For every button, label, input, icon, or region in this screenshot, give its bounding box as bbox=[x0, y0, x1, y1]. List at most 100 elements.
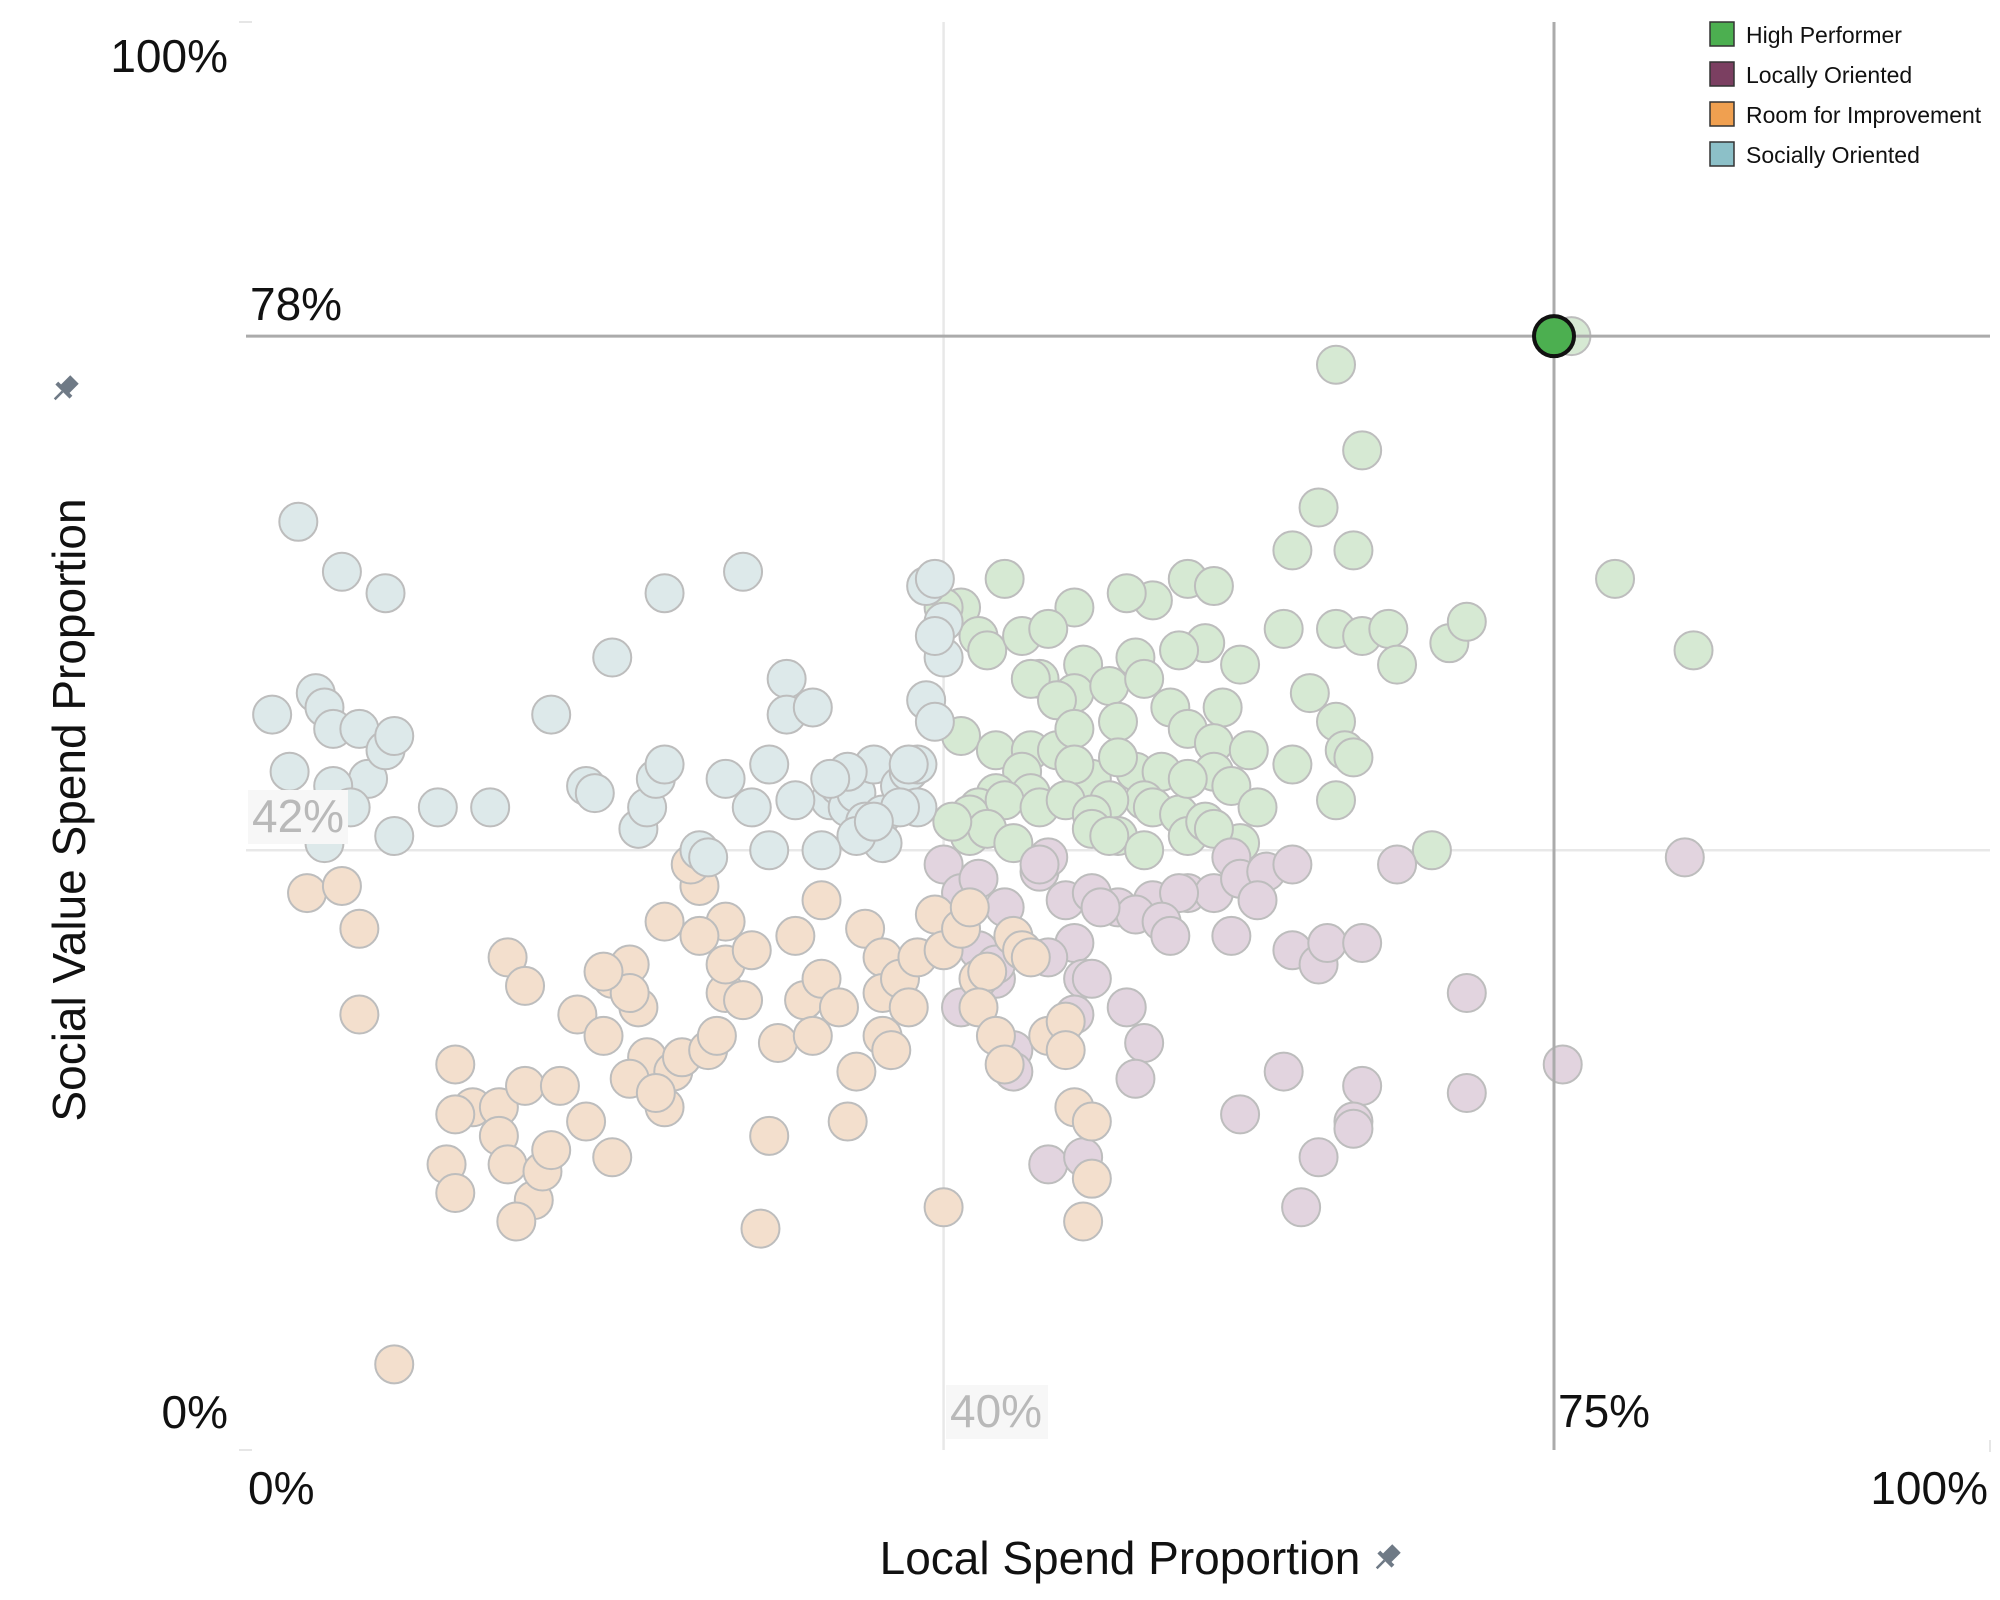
point-room-for-improvement[interactable] bbox=[731, 930, 772, 971]
point-room-for-improvement[interactable] bbox=[792, 1015, 833, 1056]
legend-item[interactable]: Room for Improvement bbox=[1709, 101, 1982, 128]
point-socially-oriented[interactable] bbox=[914, 558, 955, 599]
point-high-performer[interactable] bbox=[1411, 830, 1452, 871]
point-socially-oriented[interactable] bbox=[888, 744, 929, 785]
point-high-performer[interactable] bbox=[1673, 630, 1714, 671]
point-high-performer[interactable] bbox=[1159, 630, 1200, 671]
point-room-for-improvement[interactable] bbox=[496, 1201, 537, 1242]
point-room-for-improvement[interactable] bbox=[487, 1144, 528, 1185]
point-socially-oriented[interactable] bbox=[374, 716, 415, 756]
point-room-for-improvement[interactable] bbox=[723, 980, 764, 1021]
point-high-performer[interactable] bbox=[1124, 830, 1165, 871]
point-room-for-improvement[interactable] bbox=[644, 901, 685, 942]
point-socially-oriented[interactable] bbox=[723, 551, 764, 592]
point-socially-oriented[interactable] bbox=[914, 616, 955, 657]
point-locally-oriented[interactable] bbox=[1342, 1065, 1383, 1106]
point-room-for-improvement[interactable] bbox=[339, 908, 380, 949]
point-locally-oriented[interactable] bbox=[1446, 973, 1487, 1014]
point-high-performer[interactable] bbox=[1272, 744, 1313, 785]
point-high-performer[interactable] bbox=[1220, 644, 1261, 685]
point-socially-oriented[interactable] bbox=[252, 694, 293, 735]
point-high-performer[interactable] bbox=[967, 630, 1008, 671]
point-locally-oriented[interactable] bbox=[1211, 915, 1252, 956]
point-room-for-improvement[interactable] bbox=[801, 880, 842, 921]
legend-item[interactable]: Socially Oriented bbox=[1709, 141, 1920, 168]
point-room-for-improvement[interactable] bbox=[696, 1015, 737, 1056]
point-high-performer[interactable] bbox=[1316, 780, 1356, 821]
point-locally-oriented[interactable] bbox=[1124, 1023, 1165, 1064]
point-high-performer[interactable] bbox=[1263, 608, 1304, 649]
point-high-performer[interactable] bbox=[1098, 701, 1138, 742]
highlighted-point[interactable] bbox=[1532, 314, 1576, 359]
point-socially-oriented[interactable] bbox=[810, 758, 851, 799]
point-high-performer[interactable] bbox=[1368, 608, 1409, 649]
point-high-performer[interactable] bbox=[1054, 708, 1095, 749]
point-socially-oriented[interactable] bbox=[749, 744, 790, 785]
point-high-performer[interactable] bbox=[993, 823, 1034, 864]
point-locally-oriented[interactable] bbox=[1080, 887, 1121, 928]
point-locally-oriented[interactable] bbox=[1106, 987, 1147, 1028]
point-high-performer[interactable] bbox=[1333, 530, 1374, 571]
point-high-performer[interactable] bbox=[1377, 644, 1418, 685]
point-high-performer[interactable] bbox=[1089, 666, 1130, 707]
point-room-for-improvement[interactable] bbox=[1071, 1101, 1112, 1142]
point-room-for-improvement[interactable] bbox=[740, 1208, 781, 1249]
point-room-for-improvement[interactable] bbox=[888, 987, 929, 1028]
point-room-for-improvement[interactable] bbox=[505, 965, 546, 1006]
point-high-performer[interactable] bbox=[1010, 658, 1051, 699]
point-high-performer[interactable] bbox=[1272, 530, 1313, 571]
point-high-performer[interactable] bbox=[1054, 587, 1095, 628]
point-room-for-improvement[interactable] bbox=[757, 1023, 798, 1064]
point-room-for-improvement[interactable] bbox=[583, 951, 624, 992]
point-room-for-improvement[interactable] bbox=[1071, 1158, 1112, 1199]
point-locally-oriented[interactable] bbox=[1298, 1137, 1339, 1178]
point-high-performer[interactable] bbox=[984, 558, 1025, 599]
point-room-for-improvement[interactable] bbox=[679, 915, 720, 956]
point-locally-oriented[interactable] bbox=[1342, 923, 1383, 964]
point-high-performer[interactable] bbox=[1316, 344, 1356, 385]
point-room-for-improvement[interactable] bbox=[539, 1065, 580, 1106]
point-locally-oriented[interactable] bbox=[1542, 1044, 1583, 1085]
point-room-for-improvement[interactable] bbox=[339, 994, 380, 1035]
point-high-performer[interactable] bbox=[932, 801, 973, 842]
point-high-performer[interactable] bbox=[1298, 487, 1339, 528]
point-locally-oriented[interactable] bbox=[1281, 1187, 1322, 1228]
point-locally-oriented[interactable] bbox=[1664, 837, 1705, 878]
point-locally-oriented[interactable] bbox=[1115, 1058, 1156, 1099]
point-locally-oriented[interactable] bbox=[1150, 915, 1191, 956]
point-room-for-improvement[interactable] bbox=[505, 1065, 546, 1106]
point-high-performer[interactable] bbox=[1167, 758, 1208, 799]
point-locally-oriented[interactable] bbox=[1446, 1073, 1487, 1113]
point-room-for-improvement[interactable] bbox=[775, 915, 816, 956]
point-high-performer[interactable] bbox=[1054, 744, 1095, 785]
point-locally-oriented[interactable] bbox=[1333, 1108, 1374, 1149]
point-room-for-improvement[interactable] bbox=[557, 994, 598, 1035]
point-high-performer[interactable] bbox=[1228, 730, 1269, 771]
point-socially-oriented[interactable] bbox=[574, 773, 615, 814]
point-socially-oriented[interactable] bbox=[705, 758, 746, 799]
point-room-for-improvement[interactable] bbox=[818, 987, 859, 1028]
point-locally-oriented[interactable] bbox=[1263, 1051, 1304, 1092]
point-room-for-improvement[interactable] bbox=[287, 873, 328, 914]
point-socially-oriented[interactable] bbox=[417, 787, 458, 828]
point-room-for-improvement[interactable] bbox=[1010, 937, 1051, 978]
point-room-for-improvement[interactable] bbox=[949, 887, 990, 928]
legend-item[interactable]: Locally Oriented bbox=[1709, 61, 1912, 88]
point-room-for-improvement[interactable] bbox=[374, 1344, 415, 1385]
point-room-for-improvement[interactable] bbox=[435, 1094, 476, 1135]
point-socially-oriented[interactable] bbox=[278, 501, 319, 542]
point-room-for-improvement[interactable] bbox=[836, 1051, 877, 1092]
point-room-for-improvement[interactable] bbox=[435, 1044, 476, 1085]
point-socially-oriented[interactable] bbox=[470, 787, 511, 828]
point-high-performer[interactable] bbox=[1089, 815, 1130, 856]
point-room-for-improvement[interactable] bbox=[609, 973, 650, 1014]
point-high-performer[interactable] bbox=[1595, 558, 1636, 599]
point-socially-oriented[interactable] bbox=[644, 744, 685, 785]
point-socially-oriented[interactable] bbox=[374, 815, 415, 856]
point-high-performer[interactable] bbox=[1211, 765, 1252, 806]
point-locally-oriented[interactable] bbox=[1028, 1144, 1069, 1185]
point-socially-oriented[interactable] bbox=[749, 830, 790, 871]
point-room-for-improvement[interactable] bbox=[592, 1137, 633, 1178]
point-socially-oriented[interactable] bbox=[688, 837, 729, 878]
point-room-for-improvement[interactable] bbox=[583, 1015, 624, 1056]
